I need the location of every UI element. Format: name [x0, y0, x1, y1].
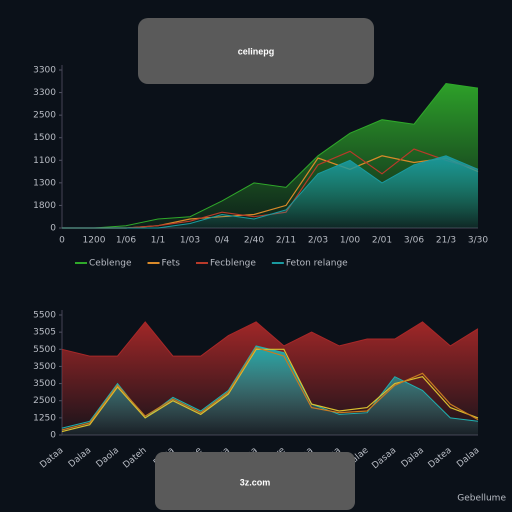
watermark-box [138, 18, 374, 84]
x-tick-label: 1/00 [340, 236, 360, 246]
legend-label: Feton relange [286, 259, 348, 269]
y-tick-label: 3500 [33, 379, 56, 389]
y-tick-label: 5500 [33, 345, 56, 355]
y-tick-label: 1250 [33, 413, 56, 423]
x-tick-label: 2/40 [244, 236, 264, 246]
x-tick-label: Dateh [121, 446, 148, 471]
y-tick-label: 1300 [33, 178, 56, 188]
x-tick-label: 2/01 [372, 236, 392, 246]
y-tick-label: 3300 [33, 88, 56, 98]
y-tick-label: 2500 [33, 396, 56, 406]
series-line [61, 346, 479, 431]
legend-label: Ceblenge [89, 259, 132, 269]
x-tick-label: Datea [427, 446, 454, 471]
y-tick-label: 3505 [33, 328, 56, 338]
x-tick-label: Dasaa [370, 446, 398, 472]
watermark: celinepg [238, 46, 275, 56]
y-tick-label: 0 [50, 431, 56, 441]
watermark-box [155, 452, 355, 510]
y-tick-label: 5500 [33, 311, 56, 321]
watermark: 3z.com [240, 477, 271, 487]
y-tick-label: 1100 [33, 156, 56, 166]
x-axis-label: Gebellume [457, 494, 506, 504]
x-tick-label: 21/3 [436, 236, 456, 246]
area [62, 155, 478, 228]
x-tick-label: 1/1 [151, 236, 165, 246]
x-tick-label: 0/4 [215, 236, 230, 246]
x-tick-label: 3/06 [404, 236, 424, 246]
series-line [62, 155, 479, 229]
x-tick-label: 2/11 [276, 236, 296, 246]
series-line [61, 348, 479, 433]
x-tick-label: Dalaa [67, 446, 93, 470]
y-tick-label: 3300 [33, 66, 56, 76]
x-tick-label: Dataa [38, 446, 65, 471]
x-tick-label: 1/03 [180, 236, 200, 246]
legend-label: Fecblenge [210, 259, 256, 269]
y-tick-label: 3500 [33, 362, 56, 372]
legend-label: Fets [162, 259, 181, 269]
x-tick-label: Dalaa [455, 446, 481, 470]
x-tick-label: Dalaa [400, 446, 426, 470]
x-tick-label: 1/06 [116, 236, 136, 246]
series-line [62, 82, 479, 229]
x-tick-label: 1200 [83, 236, 106, 246]
x-tick-label: Daola [95, 446, 121, 470]
series-line [61, 321, 479, 357]
y-tick-label: 1500 [33, 133, 56, 143]
y-tick-label: 1800 [33, 201, 56, 211]
x-tick-label: 2/03 [308, 236, 328, 246]
x-tick-label: 0 [59, 236, 65, 246]
area [62, 345, 478, 435]
y-tick-label: 2500 [33, 111, 56, 121]
x-tick-label: 3/30 [468, 236, 488, 246]
y-tick-label: 0 [50, 224, 56, 234]
